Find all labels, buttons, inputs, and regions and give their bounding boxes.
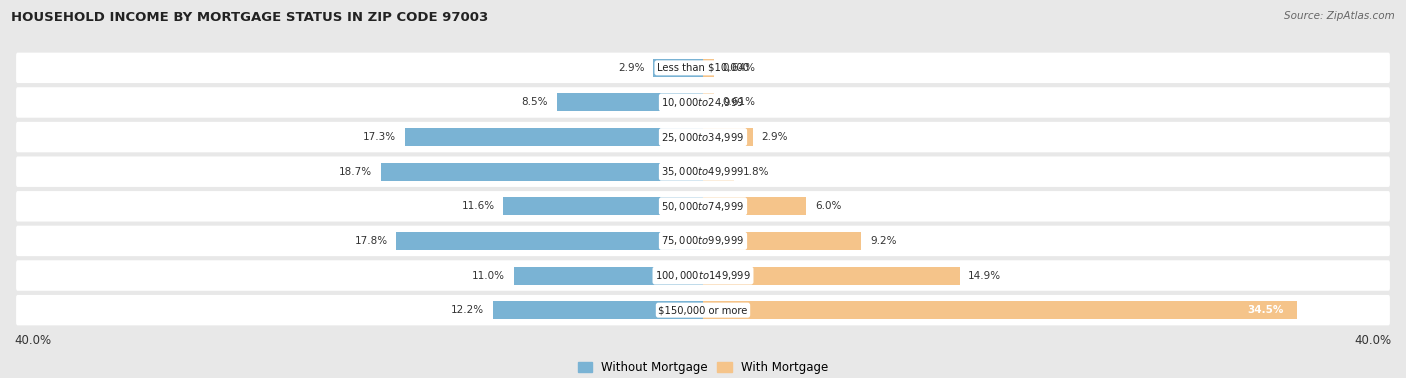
Text: Less than $10,000: Less than $10,000 [657, 63, 749, 73]
FancyBboxPatch shape [15, 53, 1391, 83]
Text: HOUSEHOLD INCOME BY MORTGAGE STATUS IN ZIP CODE 97003: HOUSEHOLD INCOME BY MORTGAGE STATUS IN Z… [11, 11, 488, 24]
FancyBboxPatch shape [15, 156, 1391, 187]
Text: 6.0%: 6.0% [815, 201, 841, 211]
Text: 0.64%: 0.64% [723, 63, 755, 73]
Bar [703, 301, 1298, 319]
Bar [396, 232, 703, 250]
FancyBboxPatch shape [15, 226, 1391, 256]
Text: 0.61%: 0.61% [723, 98, 755, 107]
Bar [703, 266, 960, 285]
Text: 14.9%: 14.9% [969, 271, 1001, 280]
Bar [703, 163, 734, 181]
Text: 40.0%: 40.0% [1355, 335, 1392, 347]
Bar [703, 59, 714, 77]
Bar [703, 93, 713, 112]
FancyBboxPatch shape [15, 191, 1391, 222]
FancyBboxPatch shape [15, 122, 1391, 152]
FancyBboxPatch shape [15, 260, 1391, 291]
Text: 34.5%: 34.5% [1247, 305, 1284, 315]
Bar [503, 197, 703, 215]
Text: 11.6%: 11.6% [461, 201, 495, 211]
Text: $150,000 or more: $150,000 or more [658, 305, 748, 315]
Text: $10,000 to $24,999: $10,000 to $24,999 [661, 96, 745, 109]
Text: $35,000 to $49,999: $35,000 to $49,999 [661, 165, 745, 178]
Bar [405, 128, 703, 146]
Text: 11.0%: 11.0% [472, 271, 505, 280]
Text: $50,000 to $74,999: $50,000 to $74,999 [661, 200, 745, 213]
Bar [703, 128, 754, 146]
Legend: Without Mortgage, With Mortgage: Without Mortgage, With Mortgage [574, 356, 832, 378]
Text: 12.2%: 12.2% [451, 305, 484, 315]
Bar [703, 232, 862, 250]
Bar [652, 59, 703, 77]
FancyBboxPatch shape [15, 87, 1391, 118]
Text: 18.7%: 18.7% [339, 167, 373, 177]
FancyBboxPatch shape [15, 295, 1391, 325]
Text: Source: ZipAtlas.com: Source: ZipAtlas.com [1284, 11, 1395, 21]
Text: 40.0%: 40.0% [14, 335, 51, 347]
Bar [557, 93, 703, 112]
Bar [513, 266, 703, 285]
Text: 2.9%: 2.9% [762, 132, 787, 142]
Text: 1.8%: 1.8% [742, 167, 769, 177]
Bar [494, 301, 703, 319]
Text: 2.9%: 2.9% [619, 63, 644, 73]
Text: 17.3%: 17.3% [363, 132, 396, 142]
Text: 17.8%: 17.8% [354, 236, 388, 246]
Text: 8.5%: 8.5% [522, 98, 548, 107]
Bar [381, 163, 703, 181]
Text: $25,000 to $34,999: $25,000 to $34,999 [661, 130, 745, 144]
Bar [703, 197, 807, 215]
Text: $100,000 to $149,999: $100,000 to $149,999 [655, 269, 751, 282]
Text: 9.2%: 9.2% [870, 236, 897, 246]
Text: $75,000 to $99,999: $75,000 to $99,999 [661, 234, 745, 248]
